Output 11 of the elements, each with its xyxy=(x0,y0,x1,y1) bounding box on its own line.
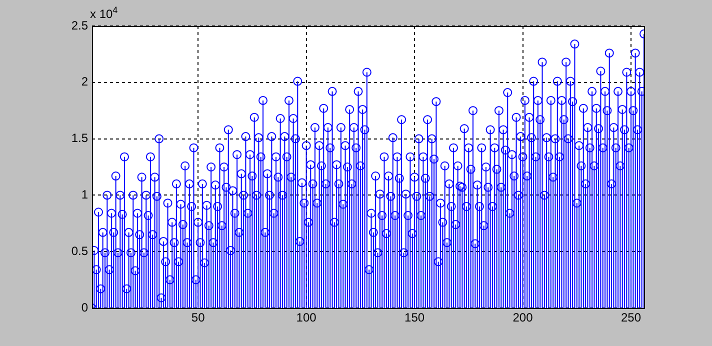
y-tick-label: 1.5 xyxy=(71,131,88,146)
x-tick-label: 100 xyxy=(296,310,317,325)
y-tick-label: 0.5 xyxy=(71,244,88,258)
x-tick-label: 150 xyxy=(404,310,425,325)
y-tick-label: 0 xyxy=(81,300,88,314)
y-tick-label: 1 xyxy=(81,188,88,202)
y-tick-label: 2 xyxy=(81,74,88,89)
x-tick-label: 50 xyxy=(191,310,206,325)
x-tick-label: 200 xyxy=(512,310,534,325)
y-tick-label: 2.5 xyxy=(71,18,88,32)
x-tick-label: 250 xyxy=(620,310,642,325)
